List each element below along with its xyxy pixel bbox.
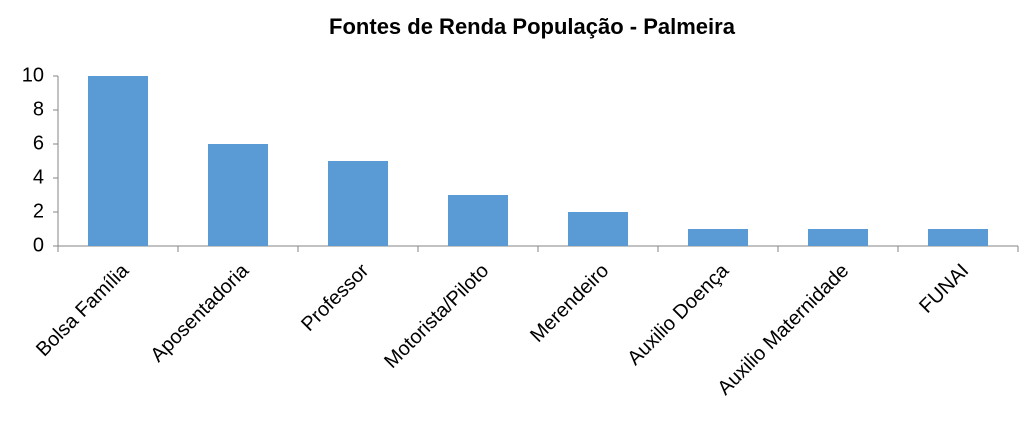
y-tick-label: 0	[33, 234, 44, 256]
y-tick-label: 2	[33, 200, 44, 222]
bar	[208, 144, 268, 246]
bar	[448, 195, 508, 246]
y-tick-label: 10	[22, 64, 44, 86]
y-tick-label: 8	[33, 98, 44, 120]
x-tick-label: Auxilio Maternidade	[714, 260, 854, 400]
bar	[88, 76, 148, 246]
bar	[808, 229, 868, 246]
bar	[568, 212, 628, 246]
x-tick-label: Motorista/Piloto	[380, 260, 493, 373]
x-tick-label: FUNAI	[915, 260, 973, 318]
bar	[928, 229, 988, 246]
y-tick-label: 6	[33, 132, 44, 154]
x-tick-label: Merendeiro	[526, 260, 613, 347]
x-tick-label: Professor	[297, 259, 373, 335]
chart-title: Fontes de Renda População - Palmeira	[329, 14, 736, 39]
x-tick-label: Auxilio Doença	[623, 259, 734, 370]
y-tick-label: 4	[33, 166, 44, 188]
x-tick-label: Aposentadoria	[147, 259, 254, 366]
x-tick-label: Bolsa Família	[32, 259, 134, 361]
bar	[688, 229, 748, 246]
bar	[328, 161, 388, 246]
